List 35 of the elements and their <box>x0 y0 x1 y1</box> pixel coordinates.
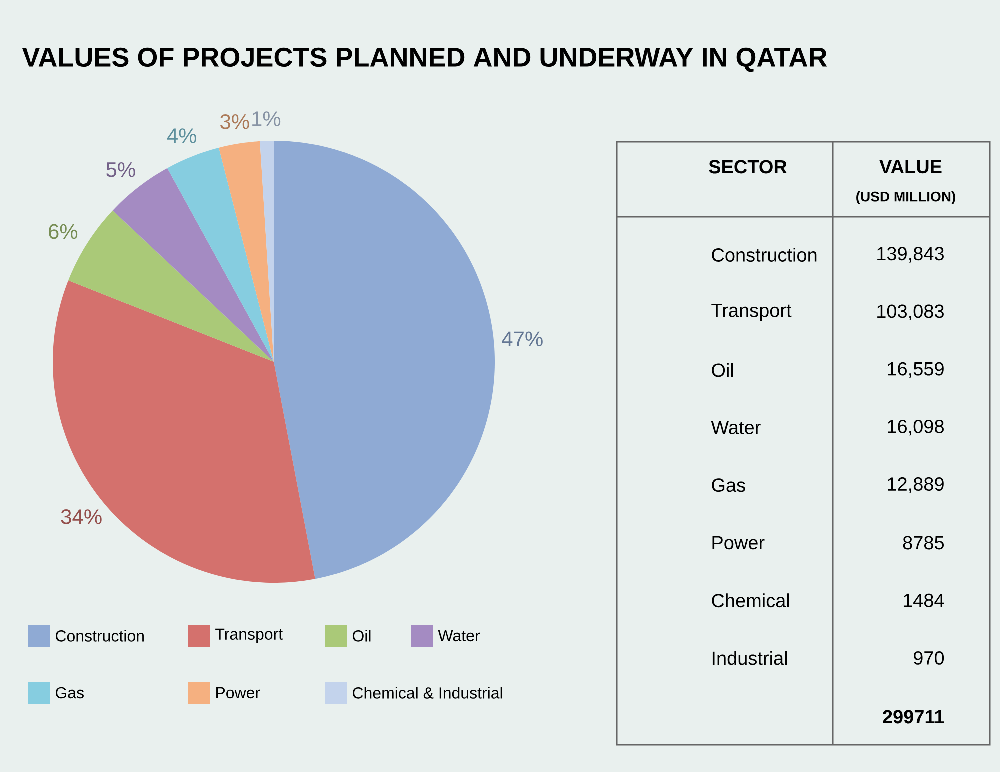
text: (USD MILLION) <box>856 191 956 205</box>
data-label: 4% <box>167 128 196 144</box>
legend-label: Gas <box>56 687 84 699</box>
legend-label: Power <box>216 687 260 699</box>
category-label: Industrial <box>712 651 788 666</box>
text: 970 <box>914 651 944 665</box>
text: 1484 <box>904 594 944 608</box>
legend-label: Oil <box>352 630 371 642</box>
legend-label: Water <box>438 630 480 642</box>
data-label: 6% <box>49 224 78 240</box>
category-label: Oil <box>712 363 734 378</box>
category-label: Gas <box>712 478 746 492</box>
text: 16,098 <box>888 420 944 436</box>
text: 8785 <box>903 536 944 550</box>
category-label: Chemical <box>712 594 790 608</box>
data-label: 34% <box>61 510 102 524</box>
category-label: Construction <box>712 248 817 262</box>
data-label: 1% <box>252 112 281 126</box>
text: 103,083 <box>878 304 944 320</box>
category-label: Power <box>712 536 765 550</box>
text: VALUE <box>880 160 942 174</box>
chart-title: VALUES OF PROJECTS PLANNED AND UNDERWAY IN QATAR <box>22 48 828 72</box>
category-label: Transport <box>712 304 792 322</box>
text: 139,843 <box>878 247 944 263</box>
text: SECTOR <box>709 160 788 174</box>
data-label: 5% <box>106 162 136 178</box>
text: 16,559 <box>888 362 944 378</box>
text: 12,889 <box>888 478 944 494</box>
data-label: 3% <box>220 114 250 130</box>
text: 299711 <box>883 710 944 724</box>
legend-label: Construction <box>56 630 144 642</box>
data-label: 47% <box>502 332 543 346</box>
legend-label: Chemical & Industrial <box>353 687 502 699</box>
category-label: Water <box>711 421 761 434</box>
legend-label: Transport <box>216 628 283 644</box>
